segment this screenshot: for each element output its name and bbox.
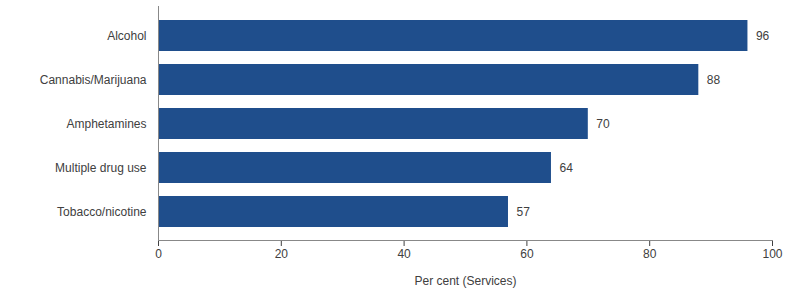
- svg-text:Tobacco/nicotine: Tobacco/nicotine: [57, 205, 147, 219]
- svg-text:80: 80: [643, 247, 657, 261]
- svg-text:60: 60: [520, 247, 534, 261]
- svg-text:96: 96: [756, 29, 770, 43]
- svg-text:70: 70: [596, 117, 610, 131]
- svg-text:57: 57: [516, 205, 530, 219]
- svg-text:Cannabis/Marijuana: Cannabis/Marijuana: [40, 73, 147, 87]
- svg-text:40: 40: [397, 247, 411, 261]
- svg-text:88: 88: [707, 73, 721, 87]
- svg-text:Multiple drug use: Multiple drug use: [55, 161, 147, 175]
- svg-text:Per cent (Services): Per cent (Services): [414, 274, 516, 288]
- svg-text:0: 0: [155, 247, 162, 261]
- svg-text:100: 100: [762, 247, 782, 261]
- svg-text:20: 20: [275, 247, 289, 261]
- svg-text:Alcohol: Alcohol: [107, 29, 146, 43]
- svg-text:Amphetamines: Amphetamines: [66, 117, 146, 131]
- svg-text:64: 64: [559, 161, 573, 175]
